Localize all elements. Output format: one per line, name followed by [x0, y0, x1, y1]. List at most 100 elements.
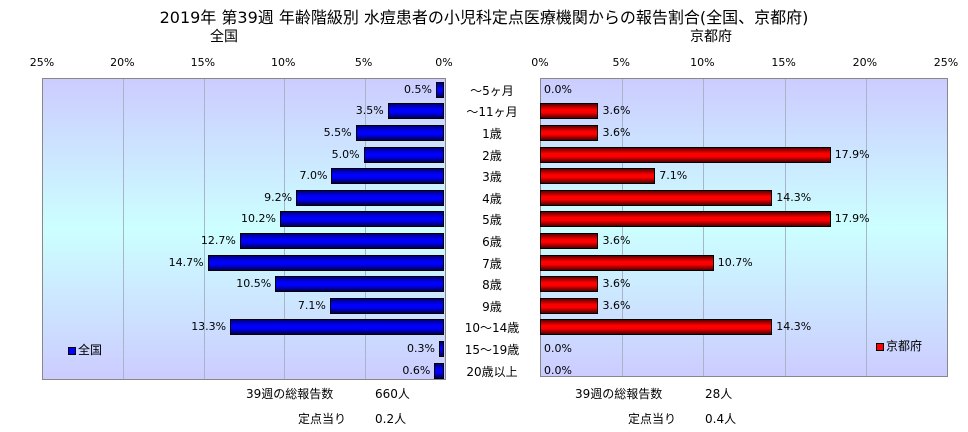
national-data-label: 10.2% [241, 212, 276, 226]
national-data-label: 12.7% [200, 234, 236, 247]
kyoto-data-label: 3.6% [602, 277, 631, 291]
category-label: 4歳 [482, 191, 502, 206]
kyoto-data-label: 14.3% [776, 320, 812, 334]
x-tick-label: 15% [190, 56, 216, 69]
national-bar [435, 81, 444, 98]
kyoto-bar [540, 297, 599, 314]
national-bar [434, 362, 444, 379]
national-bar [275, 276, 444, 293]
national-data-label: 7.1% [297, 298, 326, 312]
category-label: 20歳以上 [466, 364, 518, 379]
gridline [622, 79, 624, 376]
national-per-label: 定点当り [298, 412, 347, 426]
x-tick-label: 25% [29, 56, 55, 69]
national-bar [296, 189, 444, 206]
legend-swatch-icon [68, 346, 76, 355]
left-chart-title: 全国 [210, 29, 238, 45]
national-legend: 全国 [68, 341, 102, 358]
right-chart-title: 京都府 [690, 29, 732, 45]
kyoto-bar [540, 146, 831, 163]
gridline [203, 79, 205, 379]
kyoto-data-label: 10.7% [717, 255, 753, 269]
kyoto-legend: 京都府 [876, 337, 922, 354]
national-data-label: 0.6% [402, 363, 431, 377]
kyoto-data-label: 17.9% [834, 212, 870, 226]
national-total: 660人 [375, 387, 410, 401]
kyoto-data-label: 3.6% [602, 234, 631, 247]
category-label: 9歳 [482, 299, 502, 314]
national-bar [279, 211, 444, 228]
x-tick-label: 0% [435, 56, 453, 69]
category-label: 5歳 [482, 213, 502, 228]
category-label: 10～14歳 [464, 321, 520, 336]
kyoto-data-label: 3.6% [602, 126, 631, 139]
national-bar [363, 146, 444, 163]
national-bar [207, 254, 444, 271]
kyoto-per-label: 定点当り [628, 412, 677, 426]
kyoto-bar [540, 125, 599, 141]
kyoto-data-label: 3.6% [602, 298, 631, 312]
x-tick-label: 0% [531, 56, 549, 69]
category-label: 15～19歳 [464, 343, 520, 357]
national-data-label: 0.5% [404, 82, 432, 96]
x-tick-label: 10% [270, 56, 296, 69]
kyoto-bar [540, 319, 773, 336]
kyoto-bar [540, 254, 714, 271]
category-label: ～11ヶ月 [466, 105, 518, 120]
kyoto-data-label: 0.0% [544, 342, 572, 355]
x-tick-label: 20% [852, 56, 878, 69]
national-data-label: 9.2% [264, 190, 293, 204]
gridline [703, 79, 705, 376]
x-tick-label: 15% [771, 56, 796, 69]
kyoto-data-label: 3.6% [602, 104, 631, 118]
national-data-label: 5.5% [323, 126, 352, 139]
national-bar [239, 233, 444, 249]
kyoto-bar [540, 211, 831, 228]
national-per: 0.2人 [375, 412, 407, 426]
legend-label: 全国 [78, 343, 103, 357]
category-label: 1歳 [482, 127, 502, 141]
kyoto-data-label: 14.3% [776, 190, 812, 204]
category-label: 8歳 [482, 278, 502, 293]
national-data-label: 10.5% [236, 277, 272, 291]
kyoto-data-label: 7.1% [659, 169, 688, 183]
national-data-label: 0.3% [407, 342, 435, 355]
national-data-label: 3.5% [355, 104, 384, 118]
national-data-label: 13.3% [191, 320, 227, 334]
gridline [284, 79, 286, 379]
x-tick-label: 25% [933, 56, 959, 69]
kyoto-total-label: 39週の総報告数 [575, 387, 663, 401]
kyoto-data-label: 17.9% [834, 147, 870, 161]
national-data-label: 5.0% [331, 147, 360, 161]
legend-swatch-icon [876, 342, 884, 351]
kyoto-bar [540, 233, 599, 249]
chart-title: 2019年 第39週 年齢階級別 水痘患者の小児科定点医療機関からの報告割合(全… [159, 8, 809, 27]
national-bar [329, 297, 444, 314]
category-label: 3歳 [482, 170, 502, 185]
gridline [865, 79, 867, 376]
x-tick-label: 5% [354, 56, 373, 69]
kyoto-data-label: 0.0% [544, 363, 572, 377]
legend-label: 京都府 [886, 339, 923, 353]
national-bar [387, 103, 444, 120]
category-label: ～5ヶ月 [470, 83, 514, 98]
x-tick-label: 10% [690, 56, 715, 69]
x-tick-label: 20% [110, 56, 135, 69]
kyoto-bar [540, 189, 773, 206]
kyoto-data-label: 0.0% [544, 82, 572, 96]
national-bar [439, 341, 445, 357]
kyoto-bar [540, 103, 599, 120]
national-data-label: 14.7% [168, 255, 204, 269]
national-bar [230, 319, 444, 336]
national-bar [355, 125, 444, 141]
national-total-label: 39週の総報告数 [246, 387, 334, 401]
national-bar [331, 168, 444, 185]
gridline [123, 79, 125, 379]
national-data-label: 7.0% [299, 169, 328, 183]
kyoto-per: 0.4人 [705, 412, 737, 426]
kyoto-bar [540, 276, 599, 293]
category-label: 7歳 [482, 256, 502, 271]
gridline [364, 79, 366, 379]
kyoto-bar [540, 168, 656, 185]
gridline [784, 79, 786, 376]
